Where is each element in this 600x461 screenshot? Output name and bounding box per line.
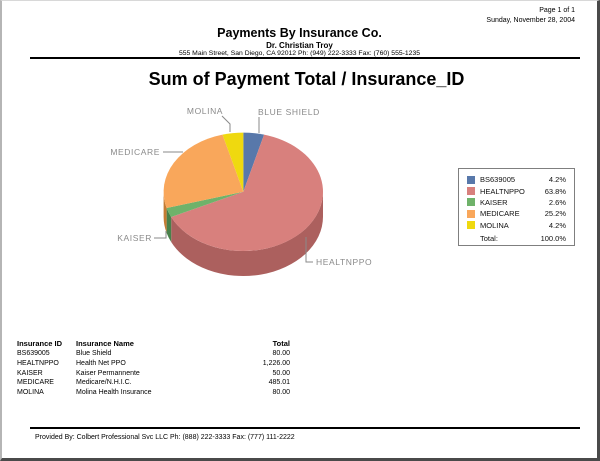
legend-label: MOLINA [480, 220, 509, 230]
pie-label-healtnppo: HEALTNPPO [316, 257, 372, 267]
legend-percent: 25.2% [544, 209, 566, 219]
legend-row-molina: MOLINA 4.2% [467, 220, 566, 231]
footer-rule [30, 427, 580, 429]
chart-title: Sum of Payment Total / Insurance_ID [148, 69, 465, 89]
legend-color-chip [467, 187, 475, 196]
chart-legend: BS639005 4.2% HEALTNPPO 63.8% KAISER 2.6% MEDI… [458, 168, 575, 246]
pie-slice-healtnppo [171, 134, 323, 251]
cell-total: 80.00 [272, 389, 290, 397]
legend-row-medicare: MEDICARE 25.2% [467, 208, 566, 219]
cell-insurance-name: Medicare/N.H.I.C. [76, 379, 132, 387]
pie-slice-bs639005 [243, 132, 265, 192]
legend-color-chip [467, 175, 475, 184]
legend-color-chip [467, 198, 475, 207]
leader-line-molina [221, 115, 231, 132]
pie-slices [163, 132, 323, 276]
legend-label: HEALTNPPO [480, 186, 525, 196]
header-rule [30, 57, 580, 59]
legend-color-chip [467, 209, 475, 218]
legend-percent: 63.8% [544, 186, 566, 196]
table-header-total: Total [272, 338, 290, 348]
pie-chart: MOLINA BLUE SHIELD MEDICARE KAISER HEALT… [110, 106, 372, 276]
legend-row-healtnppo: HEALTNPPO 63.8% [467, 185, 566, 196]
cell-insurance-id: MOLINA [17, 389, 44, 397]
legend-label: BS639005 [480, 175, 516, 185]
cell-insurance-id: BS639005 [17, 350, 50, 358]
table-row: MOLINA Molina Health Insurance 80.00 [17, 388, 290, 398]
company-name: Payments By Insurance Co. [217, 26, 382, 40]
pie-side-medicare [163, 191, 167, 233]
pie-slice-medicare [163, 134, 244, 208]
page-number: Page 1 of 1 [539, 7, 575, 14]
table-header-insurance-name: Insurance Name [76, 338, 134, 348]
cell-insurance-id: MEDICARE [17, 379, 54, 387]
table-header-row: Insurance ID Insurance Name Total [17, 337, 290, 349]
pie-slice-kaiser [166, 191, 244, 218]
pie-label-medicare: MEDICARE [110, 147, 160, 157]
cell-insurance-name: Molina Health Insurance [76, 389, 152, 397]
pie-slice-molina [222, 132, 244, 192]
legend-row-bs639005: BS639005 4.2% [467, 174, 566, 185]
cell-insurance-name: Blue Shield [76, 350, 112, 358]
pie-side-healtnppo [171, 191, 323, 276]
cell-insurance-id: HEALTNPPO [17, 360, 59, 368]
legend-label: MEDICARE [480, 209, 520, 219]
insurance-table: Insurance ID Insurance Name Total BS639005 B… [17, 337, 290, 397]
cell-total: 485.01 [268, 379, 290, 387]
table-header-insurance-id: Insurance ID [17, 338, 63, 348]
legend-color-chip [467, 221, 475, 230]
legend-total-label: Total: [480, 234, 498, 244]
legend-label: KAISER [480, 197, 508, 207]
pie-label-molina: MOLINA [187, 106, 223, 116]
report-date: Sunday, November 28, 2004 [486, 17, 575, 24]
legend-percent: 2.6% [548, 197, 566, 207]
legend-total-row: Total: 100.0% [467, 233, 566, 244]
doctor-name: Dr. Christian Troy [266, 41, 333, 50]
cell-insurance-name: Kaiser Permannente [76, 369, 140, 377]
legend-total-percent: 100.0% [540, 234, 566, 244]
table-row: KAISER Kaiser Permannente 50.00 [17, 368, 290, 378]
pie-label-kaiser: KAISER [117, 233, 152, 243]
table-row: HEALTNPPO Health Net PPO 1,226.00 [17, 359, 290, 369]
pie-label-blue-shield: BLUE SHIELD [258, 107, 320, 117]
legend-percent: 4.2% [548, 175, 566, 185]
page-meta: Page 1 of 1 Sunday, November 28, 2004 [486, 6, 575, 26]
provided-by: Provided By: Colbert Professional Svc LL… [35, 434, 295, 441]
cell-insurance-id: KAISER [17, 369, 43, 377]
practice-address: 555 Main Street, San Diego, CA 92012 Ph:… [178, 50, 421, 57]
table-row: BS639005 Blue Shield 80.00 [17, 349, 290, 359]
legend-row-kaiser: KAISER 2.6% [467, 197, 566, 208]
pie-side-kaiser [166, 207, 172, 243]
cell-total: 1,226.00 [262, 360, 290, 368]
cell-total: 50.00 [272, 369, 290, 377]
cell-total: 80.00 [272, 350, 290, 358]
leader-line-healtnppo [305, 237, 313, 263]
table-row: MEDICARE Medicare/N.H.I.C. 485.01 [17, 378, 290, 388]
legend-percent: 4.2% [548, 220, 566, 230]
cell-insurance-name: Health Net PPO [76, 360, 126, 368]
leader-line-kaiser [154, 231, 167, 239]
